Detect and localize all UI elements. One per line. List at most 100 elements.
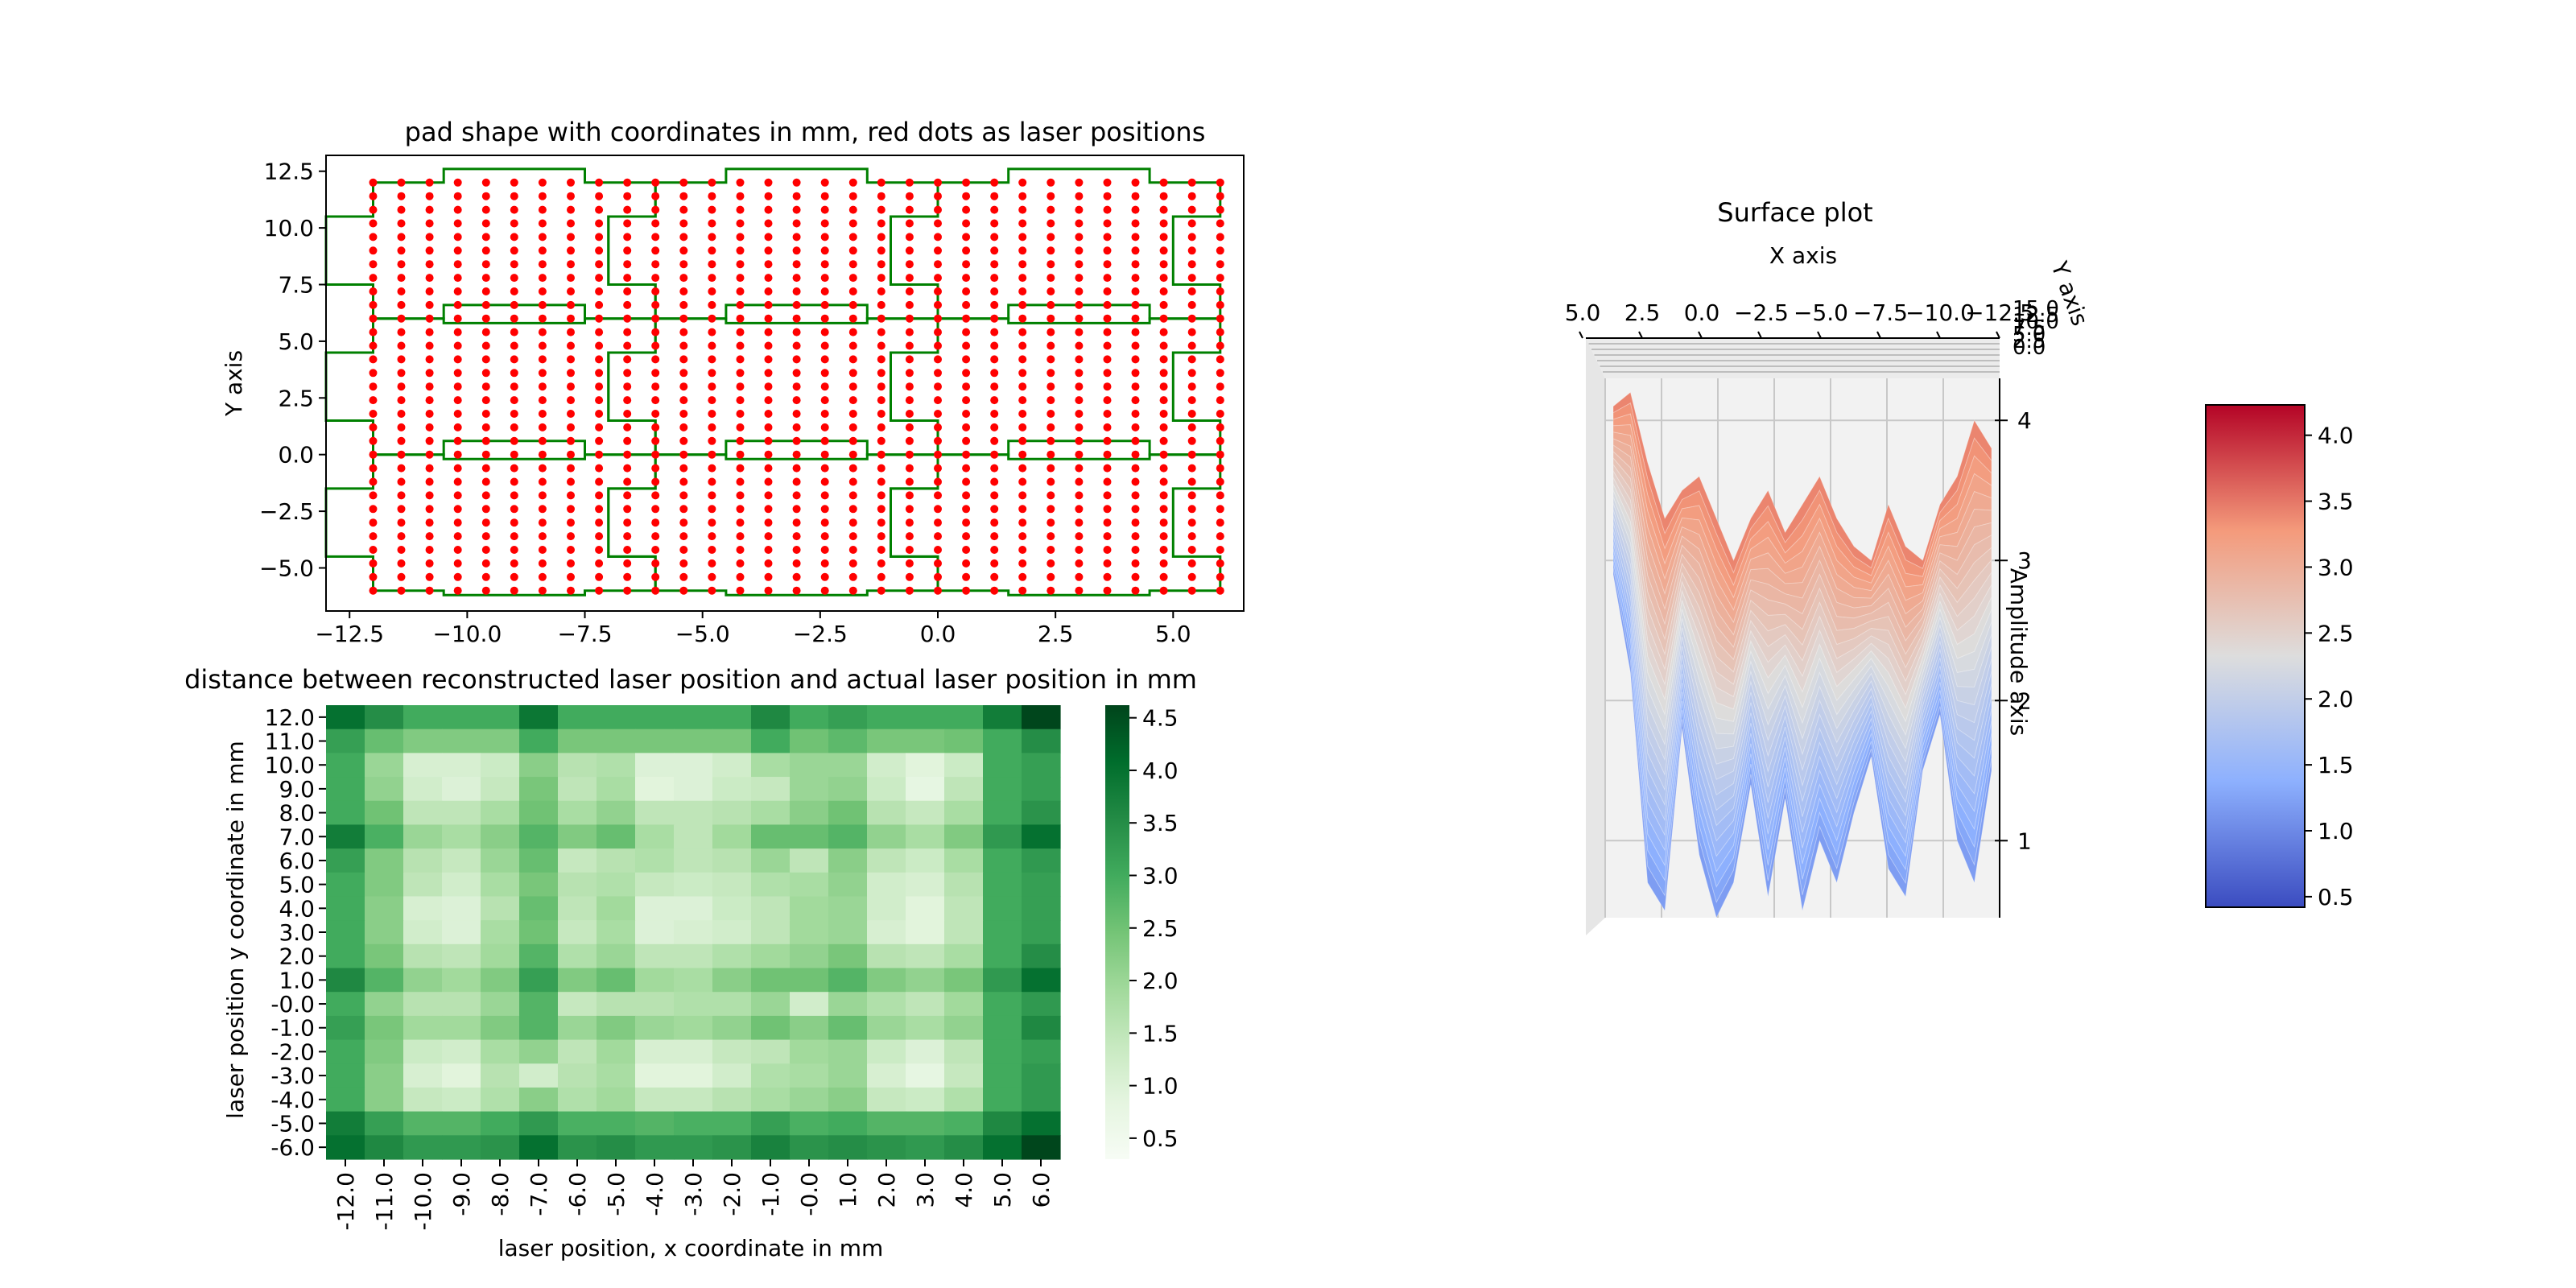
laser-point [453,274,462,283]
laser-point [708,192,716,200]
laser-point [1187,423,1196,431]
heatmap-y-tick-label: -6.0 [270,1134,315,1161]
laser-point [1018,260,1027,269]
heatmap-cell [867,1063,906,1088]
heatmap-cell [1022,1111,1061,1136]
laser-point [369,491,378,500]
laser-point [934,314,942,323]
heatmap-y-tick-label: 6.0 [279,848,315,874]
laser-point [764,586,773,595]
heatmap-cell [597,1039,636,1064]
laser-point [905,410,914,418]
heatmap-cell [751,753,791,778]
laser-point [1046,546,1055,554]
heatmap-cell [790,1015,829,1041]
laser-point [877,314,886,323]
heatmap-cell [944,1015,984,1041]
laser-point [1018,572,1027,581]
heatmap-cell [944,729,984,753]
surface-colorbar-tick-label: 1.0 [2318,818,2354,844]
surface-x-tick-label: −5.0 [1794,299,1848,326]
laser-point [623,505,632,514]
laser-point [1159,314,1168,323]
laser-point [679,382,688,391]
laser-point [1187,436,1196,445]
laser-point [905,491,914,500]
laser-point [397,219,406,228]
laser-point [1103,410,1112,418]
laser-point [1103,477,1112,486]
laser-point [595,355,604,364]
laser-point [453,260,462,269]
laser-point [962,205,971,214]
heatmap-cell [944,800,984,826]
heatmap-cell [906,1111,945,1136]
laser-point [877,233,886,242]
heatmap-cell [906,1087,945,1113]
laser-point [990,559,999,568]
heatmap-cell [983,729,1022,753]
heatmap-x-label: laser position, x coordinate in mm [498,1235,884,1261]
laser-point [1131,287,1140,295]
laser-point [820,233,829,242]
laser-point [736,559,745,568]
laser-point [1075,314,1084,323]
laser-point [1018,233,1027,242]
heatmap-cell [403,753,443,778]
laser-point [481,246,490,255]
laser-point [708,300,716,309]
heatmap-cell [751,848,791,873]
laser-point [990,205,999,214]
laser-point [679,341,688,350]
laser-point [1187,505,1196,514]
heatmap-cell [712,1087,752,1113]
laser-point [934,233,942,242]
laser-point [820,260,829,269]
laser-point [1216,396,1224,405]
surface-x-tick-mark [1638,331,1643,339]
laser-point [538,477,547,486]
heatmap-cell [751,968,791,993]
surface-title: Surface plot [1717,197,1872,228]
laser-point [623,532,632,541]
laser-point [877,518,886,527]
laser-point [708,464,716,473]
laser-point [792,369,801,378]
laser-point [1131,586,1140,595]
laser-point [538,260,547,269]
laser-point [1159,450,1168,459]
laser-point [1075,396,1084,405]
laser-point [481,423,490,431]
heatmap-cell [442,705,481,730]
laser-point [595,477,604,486]
heatmap-x-tick-label: 3.0 [912,1172,939,1208]
heatmap-cell [712,777,752,802]
laser-point [623,423,632,431]
laser-point [1018,369,1027,378]
heatmap-cell [519,1039,559,1064]
laser-point [1103,396,1112,405]
laser-point [792,436,801,445]
laser-point [369,505,378,514]
laser-point [453,491,462,500]
laser-point [1187,300,1196,309]
heatmap-cell [365,1015,404,1041]
laser-point [595,532,604,541]
laser-point [764,178,773,187]
laser-point [1187,559,1196,568]
laser-point [510,423,518,431]
laser-point [962,518,971,527]
laser-point [510,572,518,581]
heatmap-cell [828,1063,868,1088]
heatmap-cell [1022,1087,1061,1113]
heatmap-cell [867,705,906,730]
heatmap-cell [519,729,559,753]
laser-point [764,423,773,431]
laser-point [623,260,632,269]
surface-colorbar-tick-label: 0.5 [2318,884,2354,910]
laser-point [1187,205,1196,214]
laser-point [481,518,490,527]
laser-point [1187,328,1196,336]
laser-point [651,369,660,378]
